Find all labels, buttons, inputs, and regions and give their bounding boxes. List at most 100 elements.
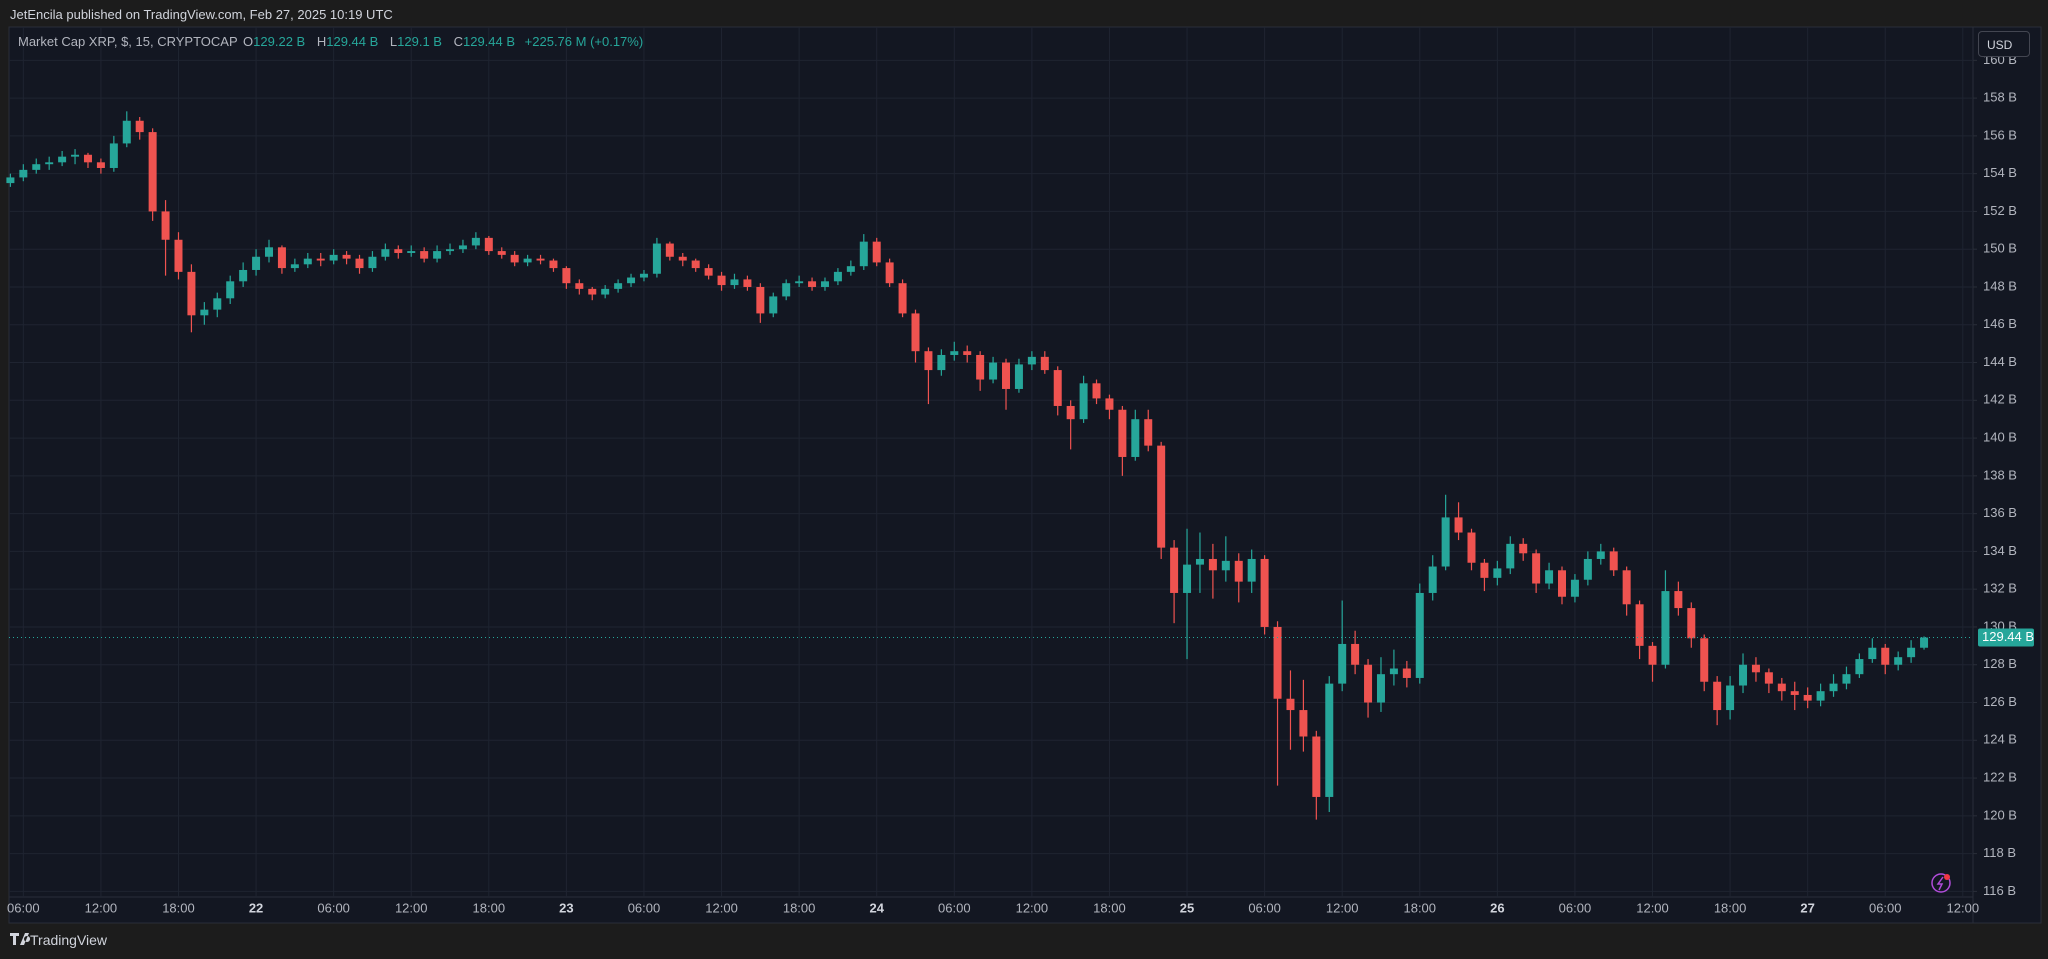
candle-body — [252, 256, 261, 270]
value: 129.22 B — [253, 34, 306, 49]
candle-body — [1467, 532, 1476, 563]
x-tick-label: 22 — [249, 900, 263, 915]
candle-body — [497, 251, 506, 255]
candle-body — [1570, 579, 1579, 597]
candle-body — [148, 132, 157, 212]
candle-body — [1221, 560, 1230, 571]
y-tick-label: 154 B — [1983, 165, 2017, 180]
icon[interactable] — [1931, 873, 1951, 893]
candle-body — [1260, 558, 1269, 627]
candle-body — [1079, 383, 1088, 420]
candle-body — [109, 143, 118, 168]
frame — [8, 26, 2042, 924]
candle-body — [446, 249, 455, 252]
candle-body — [58, 156, 67, 163]
legend: Market Cap XRP, $, 15, CRYPTOCAP O129.22… — [18, 34, 649, 49]
candle-body — [937, 354, 946, 371]
candle-body — [1118, 409, 1127, 457]
candle-body — [1338, 643, 1347, 684]
y-tick-label: 138 B — [1983, 467, 2017, 482]
y-tick-label: 134 B — [1983, 543, 2017, 558]
candle-body — [226, 281, 235, 299]
y-tick-label: 124 B — [1983, 732, 2017, 747]
candle-body — [1493, 568, 1502, 578]
candle-body — [588, 288, 597, 295]
candle-body — [200, 309, 209, 316]
candle-body — [1920, 637, 1929, 648]
candle-body — [1881, 647, 1890, 665]
y-tick-label: 136 B — [1983, 505, 2017, 520]
candle-body — [45, 162, 54, 165]
candle-body — [536, 258, 545, 261]
candle-body — [1751, 664, 1760, 673]
y-tick-label: 158 B — [1983, 90, 2017, 105]
candle-body — [290, 264, 299, 269]
candle-body — [1402, 668, 1411, 678]
candle-body — [19, 169, 28, 178]
candle-body — [1519, 543, 1528, 554]
candle-body — [1609, 551, 1618, 571]
candle-body — [1480, 562, 1489, 578]
x-tick-label: 27 — [1800, 900, 1814, 915]
candle-body — [1002, 362, 1011, 389]
y-tick-label: 144 B — [1983, 354, 2017, 369]
value: 129.1 B — [397, 34, 442, 49]
x-tick-label: 12:00 — [395, 900, 428, 915]
x-tick-label: 18:00 — [1714, 900, 1747, 915]
candle-body — [96, 162, 105, 168]
candle-body — [665, 243, 674, 257]
candle-body — [161, 211, 170, 240]
x-tick-label: 06:00 — [1869, 900, 1902, 915]
candle-body — [1816, 691, 1825, 701]
candle-body — [846, 266, 855, 272]
candle-body — [717, 275, 726, 286]
candle-body — [1066, 405, 1075, 420]
candle-body — [1648, 645, 1657, 665]
candle-body — [976, 354, 985, 380]
x-tick-label: 24 — [869, 900, 884, 915]
candle-body — [265, 247, 273, 257]
candle-body — [277, 247, 286, 269]
x-tick-label: 06:00 — [938, 900, 971, 915]
candle-body — [1415, 592, 1424, 678]
y-tick-label: 148 B — [1983, 278, 2017, 293]
candle-body — [1144, 419, 1153, 446]
candle-body — [950, 351, 959, 355]
candle-body — [1532, 553, 1541, 584]
x-tick-label: 06:00 — [1248, 900, 1281, 915]
candle-body — [1157, 445, 1166, 548]
candle-body — [1777, 683, 1786, 692]
x-tick-label: 12:00 — [1636, 900, 1669, 915]
candle-body — [652, 243, 661, 274]
candle-body — [614, 283, 623, 289]
candle-body — [1325, 683, 1334, 797]
candle-body — [407, 251, 416, 253]
candle-body — [458, 245, 467, 250]
value: 129.44 B — [462, 34, 516, 49]
currency-button[interactable]: USD — [1978, 31, 2030, 57]
x-tick-label: 23 — [559, 900, 573, 915]
last-price-box — [1978, 628, 2034, 647]
candle-body — [820, 281, 829, 287]
candle-body — [1376, 674, 1385, 703]
pane — [9, 27, 1973, 923]
candle-body — [549, 260, 558, 269]
candle-body — [213, 298, 222, 310]
x-tick-label: 18:00 — [473, 900, 506, 915]
x-tick-label: 26 — [1490, 900, 1504, 915]
candle-body — [1635, 604, 1644, 646]
candle-body — [808, 281, 817, 287]
candle-body — [174, 239, 183, 272]
candle-body — [782, 283, 791, 297]
candle-body — [859, 241, 868, 267]
change: +225.76 M (+0.17%) — [524, 34, 644, 49]
candle-body — [1170, 547, 1179, 593]
candle-body — [911, 313, 920, 352]
candle-body — [484, 237, 493, 252]
candle-body — [795, 281, 804, 284]
candle-body — [1105, 398, 1114, 410]
candle-body — [381, 249, 390, 257]
key: C — [453, 34, 463, 49]
candle-body — [1131, 419, 1140, 457]
candle-body — [1583, 558, 1592, 580]
